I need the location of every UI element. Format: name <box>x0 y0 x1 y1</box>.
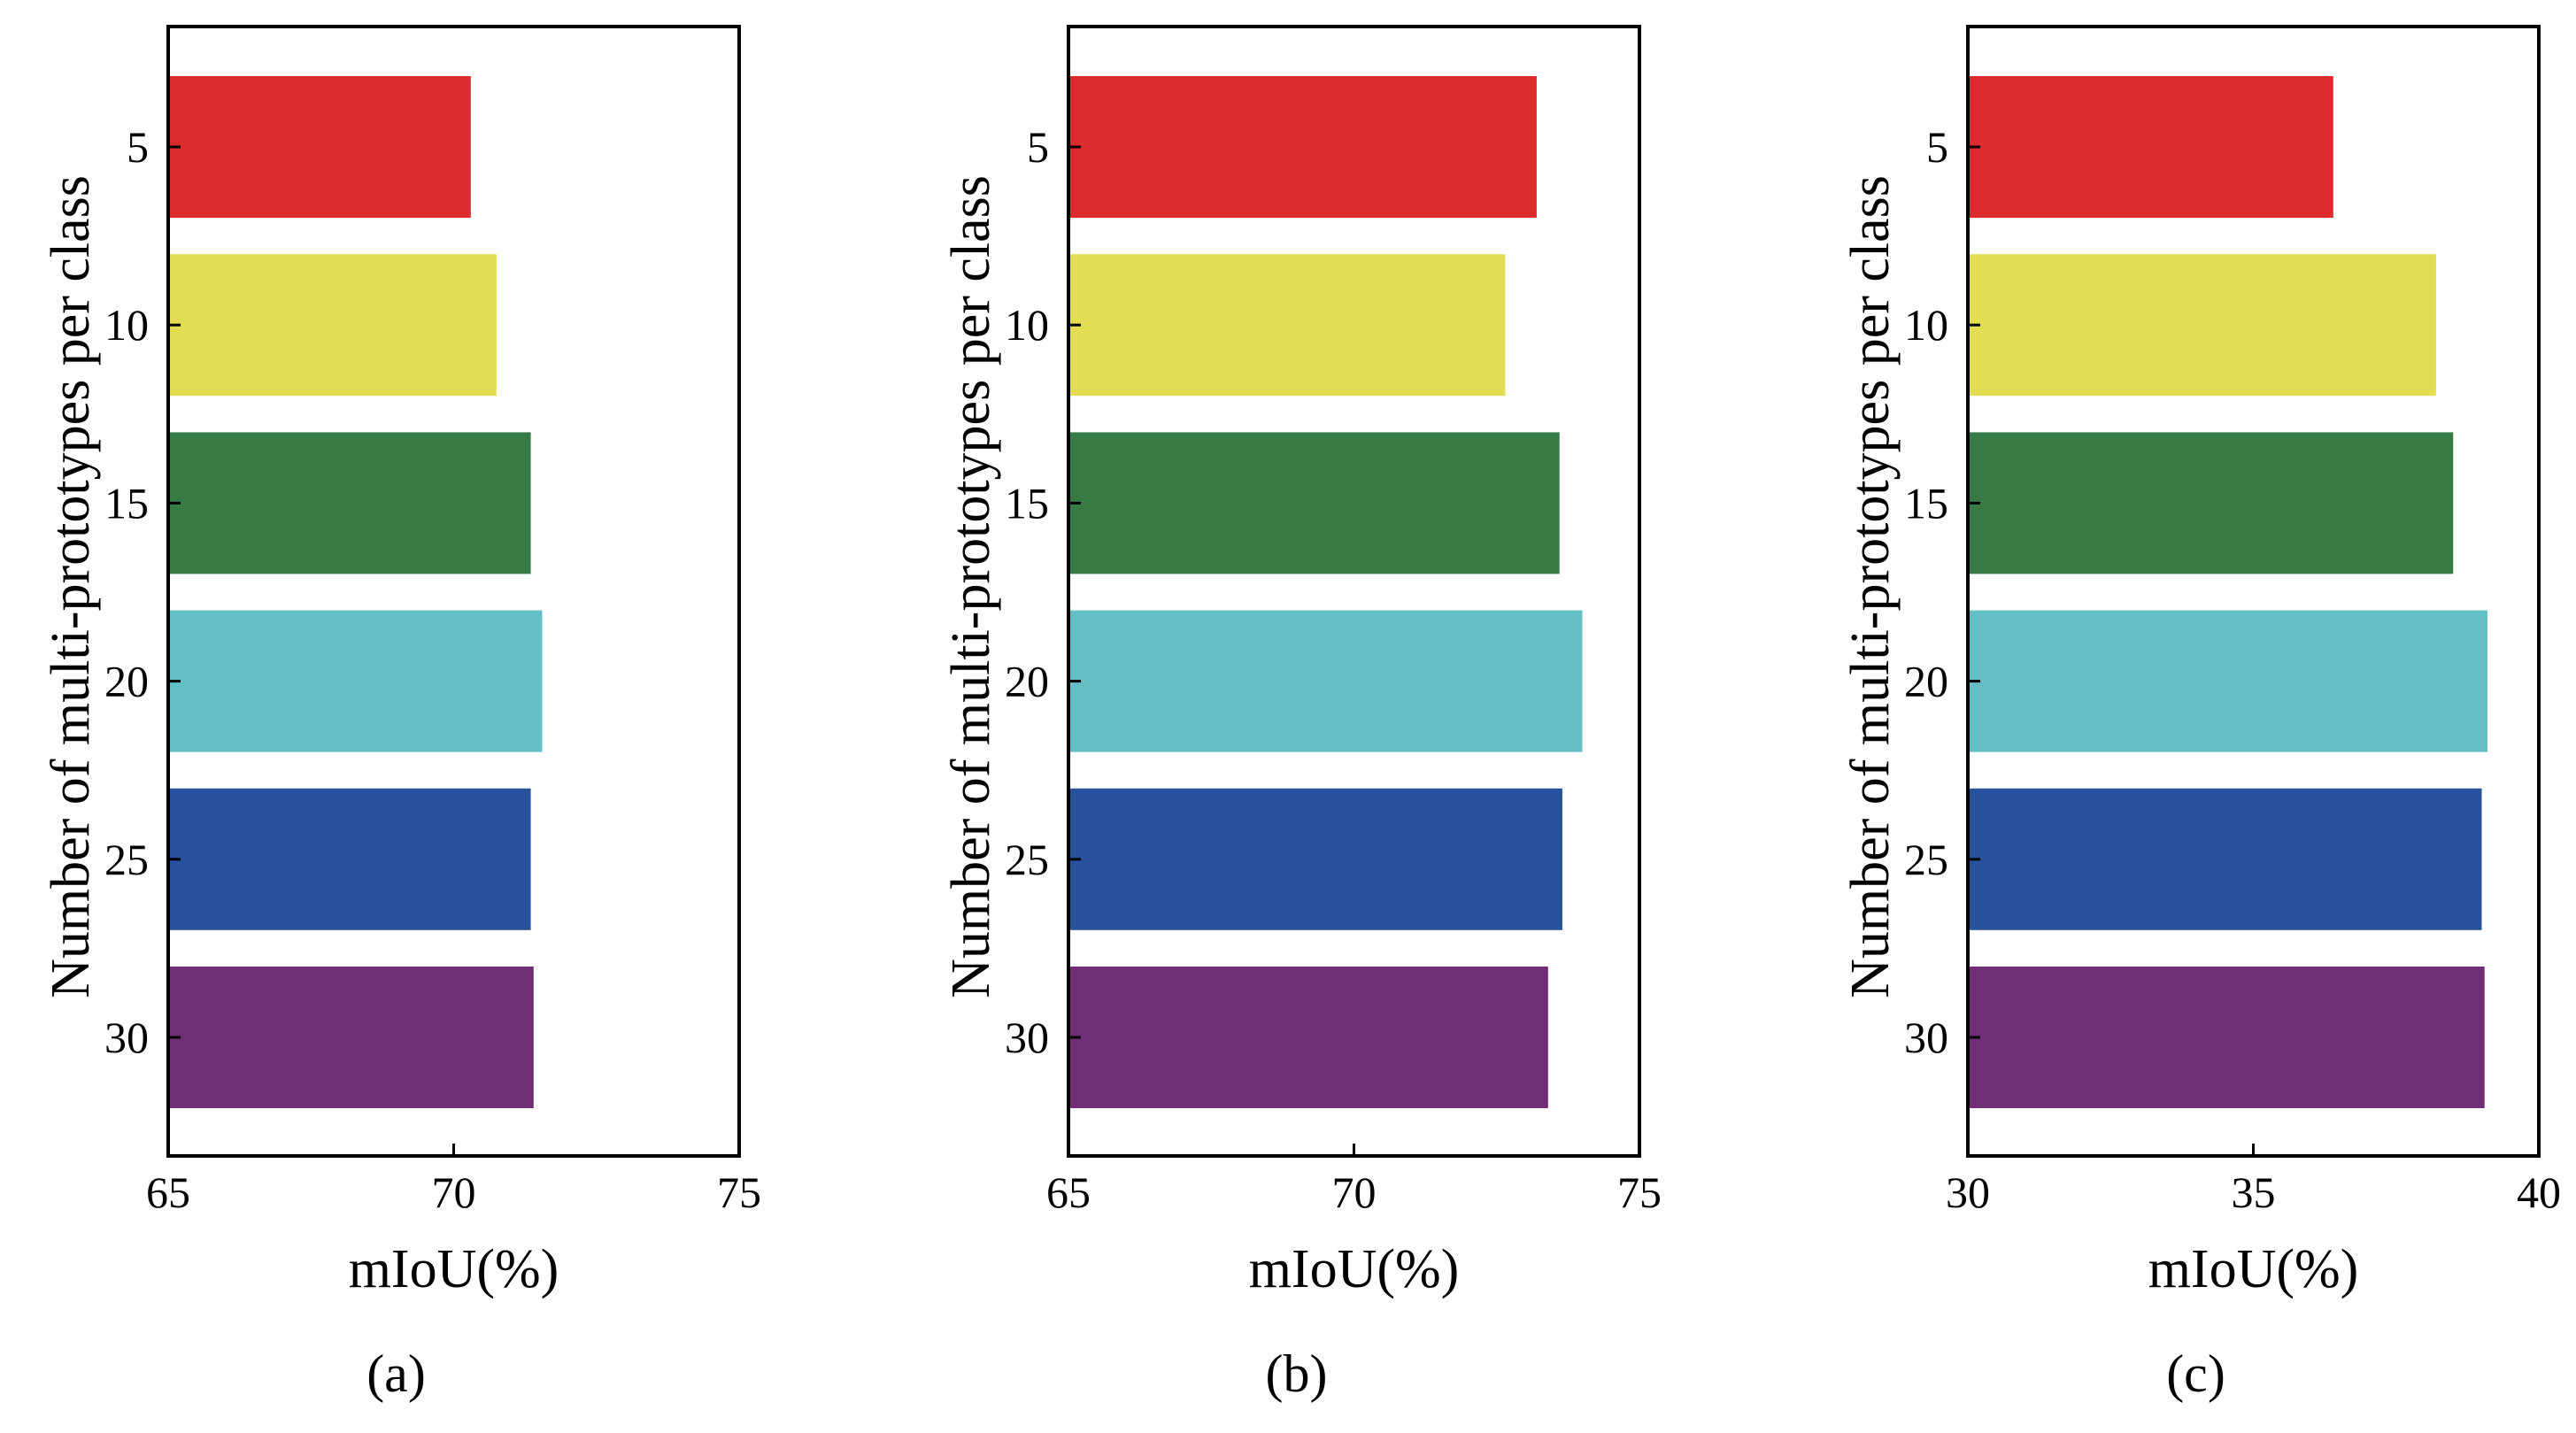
y-tick-label: 30 <box>1005 1013 1049 1062</box>
x-tick-label: 40 <box>2517 1167 2561 1217</box>
x-tick-label: 75 <box>1617 1167 1662 1217</box>
x-tick-label: 70 <box>1332 1167 1377 1217</box>
y-axis-label: Number of multi-prototypes per class <box>941 175 1001 998</box>
x-axis-label: mIoU(%) <box>349 1239 559 1299</box>
y-tick-label: 15 <box>104 478 149 528</box>
y-tick-label: 25 <box>1005 835 1049 884</box>
bar-25 <box>1968 788 2482 930</box>
panel-caption: (b) <box>1266 1344 1328 1403</box>
y-tick-label: 5 <box>127 122 149 172</box>
y-tick-label: 25 <box>1904 835 1948 884</box>
y-tick-label: 30 <box>104 1013 149 1062</box>
bar-30 <box>1968 967 2485 1108</box>
y-axis-label: Number of multi-prototypes per class <box>1840 175 1901 998</box>
bar-25 <box>168 788 531 930</box>
bar-5 <box>1968 76 2333 218</box>
y-tick-label: 10 <box>1005 300 1049 350</box>
y-tick-label: 5 <box>1027 122 1049 172</box>
bar-15 <box>1968 432 2454 574</box>
bar-15 <box>168 432 531 574</box>
y-tick-label: 5 <box>1926 122 1948 172</box>
bar-5 <box>168 76 471 218</box>
x-tick-label: 65 <box>1046 1167 1091 1217</box>
x-tick-label: 75 <box>717 1167 761 1217</box>
x-tick-label: 35 <box>2232 1167 2276 1217</box>
y-tick-label: 15 <box>1904 478 1948 528</box>
bar-25 <box>1068 788 1562 930</box>
bar-10 <box>168 254 497 397</box>
bar-30 <box>168 967 534 1108</box>
x-axis-label: mIoU(%) <box>1249 1239 1460 1299</box>
y-tick-label: 15 <box>1005 478 1049 528</box>
y-tick-label: 20 <box>104 657 149 706</box>
bar-20 <box>1068 610 1583 752</box>
bar-10 <box>1068 254 1506 397</box>
chart-panel-c: 5 10 15 20 25 30 30 35 40 mIoU(%) Number of multi-… <box>1840 25 2561 1403</box>
x-tick-label: 30 <box>1946 1167 1990 1217</box>
bar-5 <box>1068 76 1537 218</box>
bar-10 <box>1968 254 2436 397</box>
panel-caption: (c) <box>2166 1344 2225 1403</box>
bar-30 <box>1068 967 1548 1108</box>
y-tick-label: 30 <box>1904 1013 1948 1062</box>
y-tick-label: 20 <box>1005 657 1049 706</box>
panel-caption: (a) <box>366 1344 426 1403</box>
x-axis-label: mIoU(%) <box>2148 1239 2359 1299</box>
y-tick-label: 20 <box>1904 657 1948 706</box>
y-tick-label: 10 <box>1904 300 1948 350</box>
y-tick-label: 25 <box>104 835 149 884</box>
bar-15 <box>1068 432 1560 574</box>
x-tick-label: 70 <box>432 1167 476 1217</box>
bar-20 <box>1968 610 2487 752</box>
x-tick-label: 65 <box>146 1167 190 1217</box>
y-axis-label: Number of multi-prototypes per class <box>41 175 101 998</box>
bar-20 <box>168 610 543 752</box>
y-tick-label: 10 <box>104 300 149 350</box>
chart-panel-a: 5 10 15 20 25 30 65 70 75 mIoU(%) Number of multi-… <box>41 25 761 1403</box>
chart-panel-b: 5 10 15 20 25 30 65 70 75 mIoU(%) Number of multi-… <box>941 25 1662 1403</box>
